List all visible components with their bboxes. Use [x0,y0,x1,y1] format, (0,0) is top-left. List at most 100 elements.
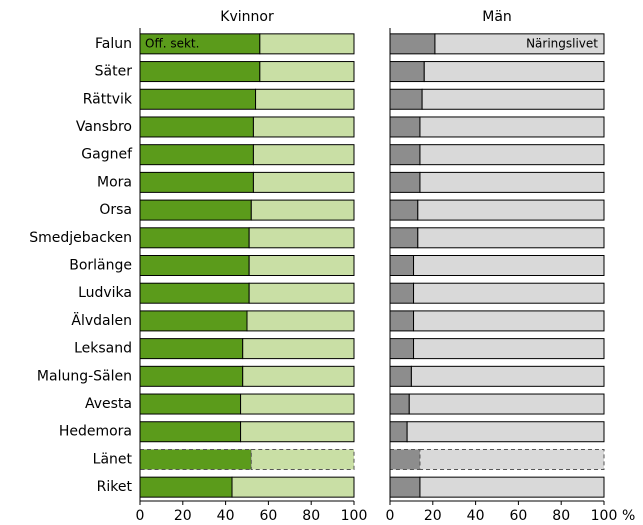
bar-segment [231,476,355,498]
bar-segment [139,476,233,498]
bar-segment [139,61,261,83]
category-label: Ludvika [78,285,132,301]
x-tick-label: 100 [591,508,618,524]
panel-title: Kvinnor [220,9,274,25]
bar-segment [139,282,250,304]
bar-segment [252,144,355,166]
bar-segment [389,282,415,304]
bar-segment [240,393,355,415]
bar-segment [389,365,412,387]
bar-segment [389,171,421,193]
bar-segment [139,227,250,249]
category-label: Malung-Sälen [37,368,132,384]
category-label: Rättvik [83,91,133,107]
bar-segment [389,338,415,360]
bar-segment [139,393,242,415]
x-tick-label: 20 [424,508,442,524]
x-tick-label: 80 [302,508,320,524]
bar-segment [240,421,355,443]
bar-segment [139,116,254,138]
bar-segment [139,448,252,470]
bar-segment [139,88,257,110]
bar-segment [419,171,605,193]
category-label: Hedemora [59,424,132,440]
bar-segment [413,282,605,304]
x-axis-unit: % [622,508,635,524]
bar-segment [417,199,605,221]
bar-segment [389,310,415,332]
bar-segment [434,33,605,55]
bar-segment [248,227,355,249]
bar-segment [389,421,408,443]
x-tick-label: 40 [467,508,485,524]
category-label: Älvdalen [71,311,132,329]
bar-segment [413,310,605,332]
category-label: Avesta [85,396,132,412]
bar-segment [389,476,421,498]
bar-segment [255,88,355,110]
bar-segment [252,116,355,138]
x-tick-label: 60 [259,508,277,524]
bar-segment [139,171,254,193]
bar-segment [389,144,421,166]
bar-segment [139,365,244,387]
bar-segment [389,116,421,138]
category-label: Riket [97,479,133,495]
bar-segment [419,144,605,166]
bar-segment [419,448,605,470]
bar-segment [389,61,425,83]
category-label: Vansbro [76,119,132,135]
bar-segment [389,448,421,470]
bar-segment [419,476,605,498]
bar-segment [242,338,355,360]
bar-segment [421,88,605,110]
category-label: Säter [95,64,133,80]
series-label: Näringslivet [526,36,598,50]
bar-segment [389,393,410,415]
bar-segment [139,421,242,443]
bar-segment [389,255,415,276]
bar-segment [417,227,605,249]
bar-segment [423,61,605,83]
bar-segment [413,338,605,360]
bar-segment [408,393,605,415]
category-label: Mora [97,174,132,190]
bar-segment [259,33,355,55]
bar-segment [410,365,605,387]
bar-segment [389,33,436,55]
x-tick-label: 80 [552,508,570,524]
bar-segment [252,171,355,193]
panel-title: Män [482,9,512,25]
bar-segment [389,88,423,110]
series-label: Off. sekt. [145,36,199,50]
x-tick-label: 100 [341,508,368,524]
bar-segment [139,310,248,332]
bar-segment [413,255,605,276]
category-label: Orsa [99,202,132,218]
category-label: Gagnef [81,147,133,163]
bar-segment [389,227,419,249]
bar-segment [419,116,605,138]
category-label: Borlänge [69,258,132,274]
x-tick-label: 20 [174,508,192,524]
bar-segment [248,282,355,304]
bar-segment [389,199,419,221]
category-label: Falun [95,36,132,52]
bar-segment [406,421,605,443]
bar-segment [139,255,250,276]
bar-segment [248,255,355,276]
x-tick-label: 0 [136,508,145,524]
category-label: Leksand [74,341,132,357]
bar-segment [139,144,254,166]
bar-segment [246,310,355,332]
bar-segment [259,61,355,83]
category-label: Smedjebacken [29,230,132,246]
bar-segment [242,365,355,387]
x-tick-label: 60 [509,508,527,524]
x-tick-label: 40 [217,508,235,524]
bar-segment [139,338,244,360]
category-label: Länet [93,451,133,467]
bar-segment [250,199,355,221]
bar-segment [250,448,355,470]
